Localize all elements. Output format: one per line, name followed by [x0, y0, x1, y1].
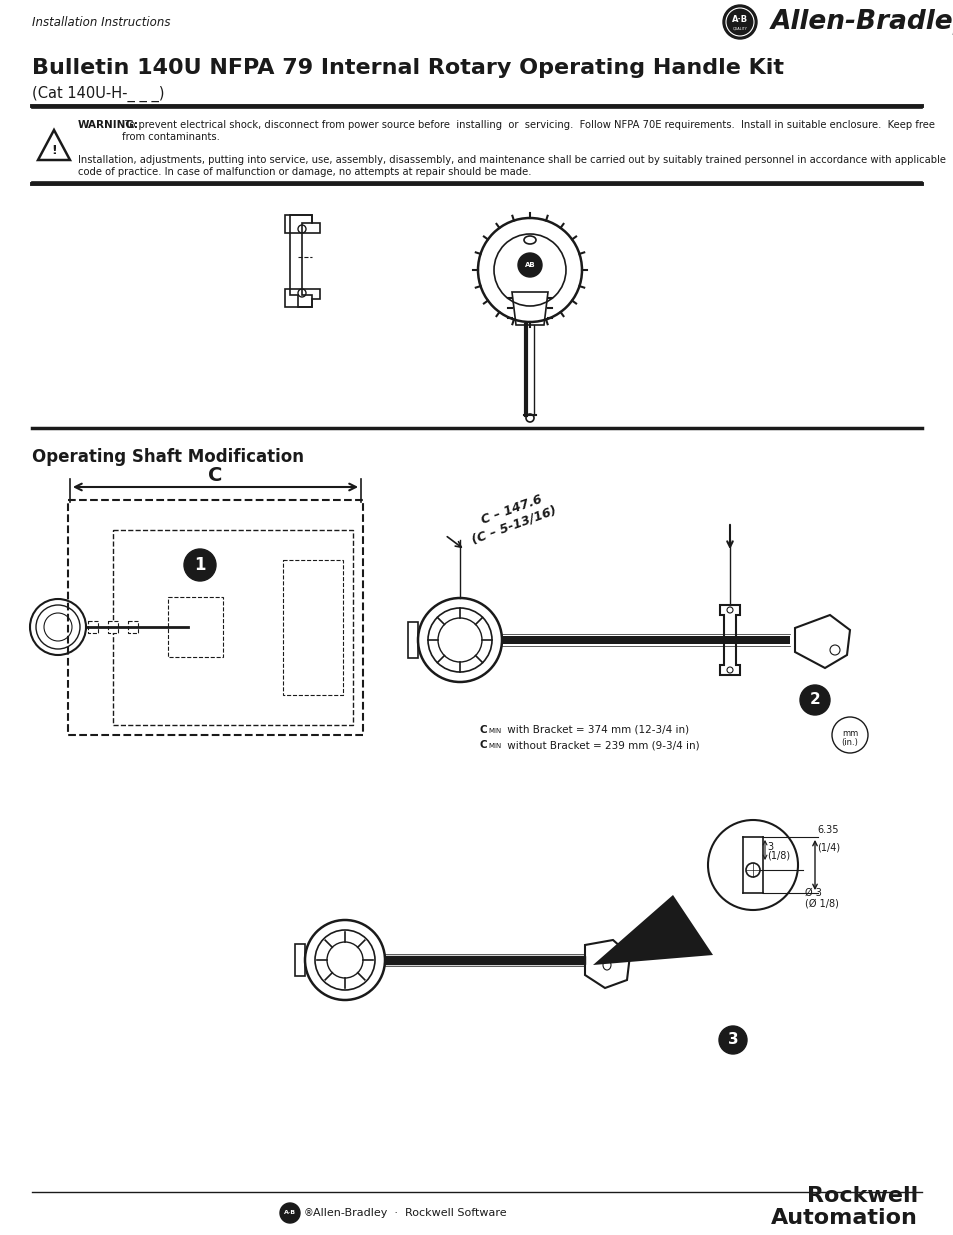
Text: Allen-Bradley  ·  Rockwell Software: Allen-Bradley · Rockwell Software — [313, 1208, 506, 1218]
Text: (in.): (in.) — [841, 737, 858, 746]
Circle shape — [184, 550, 215, 580]
Text: (C – 5-13/16): (C – 5-13/16) — [470, 504, 558, 546]
Polygon shape — [593, 895, 712, 965]
Text: 2: 2 — [809, 693, 820, 708]
Text: Allen-Bradley: Allen-Bradley — [770, 9, 953, 35]
Text: ®: ® — [304, 1208, 314, 1218]
Circle shape — [800, 685, 829, 715]
FancyBboxPatch shape — [168, 597, 223, 657]
Text: A·B: A·B — [731, 15, 747, 23]
Text: 1: 1 — [194, 556, 206, 574]
Text: Operating Shaft Modification: Operating Shaft Modification — [32, 448, 304, 466]
Text: C: C — [479, 725, 487, 735]
Circle shape — [280, 1203, 299, 1223]
Circle shape — [507, 248, 552, 291]
Text: (1/4): (1/4) — [816, 844, 840, 853]
FancyBboxPatch shape — [128, 621, 138, 634]
Text: !: ! — [51, 143, 57, 157]
FancyBboxPatch shape — [112, 530, 353, 725]
Text: Ø 3: Ø 3 — [804, 888, 821, 898]
Text: Rockwell: Rockwell — [806, 1186, 917, 1207]
Text: mm: mm — [841, 729, 858, 737]
Text: Installation Instructions: Installation Instructions — [32, 16, 171, 28]
Text: C: C — [208, 466, 222, 485]
Text: C – 147.6: C – 147.6 — [479, 493, 544, 527]
Circle shape — [517, 253, 541, 277]
Text: with Bracket = 374 mm (12-3/4 in): with Bracket = 374 mm (12-3/4 in) — [503, 725, 688, 735]
Text: AB: AB — [524, 262, 535, 268]
FancyBboxPatch shape — [88, 621, 98, 634]
Text: Bulletin 140U NFPA 79 Internal Rotary Operating Handle Kit: Bulletin 140U NFPA 79 Internal Rotary Op… — [32, 58, 783, 78]
FancyBboxPatch shape — [68, 500, 363, 735]
Text: A·B: A·B — [284, 1209, 295, 1214]
Text: (Ø 1/8): (Ø 1/8) — [804, 898, 838, 908]
Text: To prevent electrical shock, disconnect from power source before  installing  or: To prevent electrical shock, disconnect … — [122, 120, 934, 142]
Text: 3: 3 — [727, 1032, 738, 1047]
Text: 6.35: 6.35 — [816, 825, 838, 835]
FancyBboxPatch shape — [283, 559, 343, 695]
Text: without Bracket = 239 mm (9-3/4 in): without Bracket = 239 mm (9-3/4 in) — [503, 740, 699, 750]
Text: (1/8): (1/8) — [766, 850, 789, 860]
Text: MIN: MIN — [488, 743, 500, 748]
Text: 3: 3 — [766, 842, 772, 852]
Text: (Cat 140U-H-_ _ _): (Cat 140U-H-_ _ _) — [32, 86, 164, 103]
Text: MIN: MIN — [488, 727, 500, 734]
FancyBboxPatch shape — [108, 621, 118, 634]
Text: QUALITY: QUALITY — [732, 26, 746, 30]
Text: Installation, adjustments, putting into service, use, assembly, disassembly, and: Installation, adjustments, putting into … — [78, 156, 945, 177]
Circle shape — [722, 5, 757, 40]
Text: C: C — [479, 740, 487, 750]
Text: Automation: Automation — [770, 1208, 917, 1228]
Text: WARNING:: WARNING: — [78, 120, 139, 130]
Circle shape — [719, 1026, 746, 1053]
